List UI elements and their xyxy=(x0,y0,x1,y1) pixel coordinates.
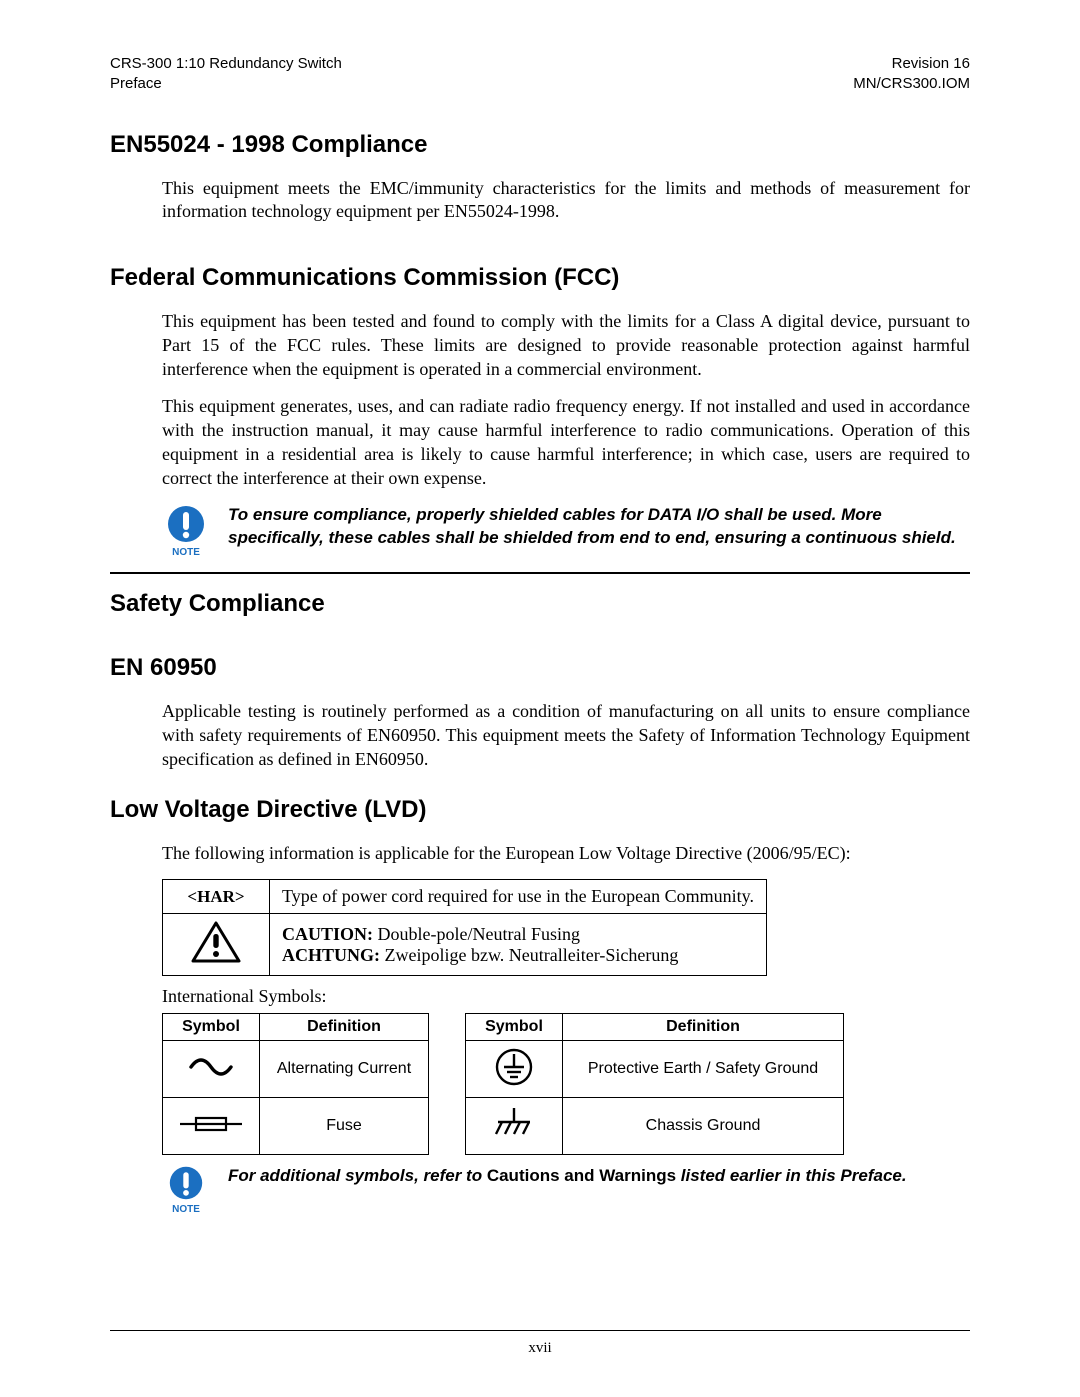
page-number: xvii xyxy=(528,1340,551,1356)
heading-safety: Safety Compliance xyxy=(110,590,970,618)
th-definition: Definition xyxy=(563,1014,844,1041)
warning-icon xyxy=(163,914,270,976)
para-fcc-2: This equipment generates, uses, and can … xyxy=(162,395,970,490)
header-left: CRS-300 1:10 Redundancy Switch Preface xyxy=(110,54,342,95)
header-right: Revision 16 MN/CRS300.IOM xyxy=(853,54,970,95)
th-symbol: Symbol xyxy=(466,1014,563,1041)
th-definition: Definition xyxy=(260,1014,429,1041)
section-divider xyxy=(110,572,970,574)
fuse-definition: Fuse xyxy=(260,1098,429,1155)
page-footer: xvii xyxy=(110,1330,970,1357)
har-description: Type of power cord required for use in t… xyxy=(270,880,767,914)
page: CRS-300 1:10 Redundancy Switch Preface R… xyxy=(0,0,1080,1397)
ac-definition: Alternating Current xyxy=(260,1041,429,1098)
note-text: To ensure compliance, properly shielded … xyxy=(228,504,970,550)
earth-definition: Protective Earth / Safety Ground xyxy=(563,1041,844,1098)
intl-symbols-label: International Symbols: xyxy=(162,986,970,1007)
note-block-2: NOTE For additional symbols, refer to Ca… xyxy=(162,1165,970,1215)
note-block: NOTE To ensure compliance, properly shie… xyxy=(162,504,970,558)
symbol-table-left: Symbol Definition Alternating Current xyxy=(162,1013,429,1155)
earth-icon xyxy=(466,1041,563,1098)
heading-lvd: Low Voltage Directive (LVD) xyxy=(110,796,970,824)
heading-en60950: EN 60950 xyxy=(110,654,970,682)
har-symbol: <HAR> xyxy=(187,887,244,906)
note-label: NOTE xyxy=(162,547,210,558)
ac-icon xyxy=(163,1041,260,1098)
page-header: CRS-300 1:10 Redundancy Switch Preface R… xyxy=(110,54,970,95)
note-icon: NOTE xyxy=(162,504,210,558)
chassis-ground-icon xyxy=(466,1098,563,1155)
chassis-ground-definition: Chassis Ground xyxy=(563,1098,844,1155)
note-label: NOTE xyxy=(162,1204,210,1215)
lvd-table: <HAR> Type of power cord required for us… xyxy=(162,879,767,976)
symbol-tables: Symbol Definition Alternating Current xyxy=(162,1013,970,1155)
caution-cell: CAUTION: Double-pole/Neutral Fusing ACHT… xyxy=(270,914,767,976)
heading-en55024: EN55024 - 1998 Compliance xyxy=(110,131,970,159)
para-lvd: The following information is applicable … xyxy=(162,842,970,866)
symbol-table-right: Symbol Definition Protective Earth / Sa xyxy=(465,1013,844,1155)
para-en55024: This equipment meets the EMC/immunity ch… xyxy=(162,177,970,225)
para-en60950: Applicable testing is routinely performe… xyxy=(162,700,970,771)
heading-fcc: Federal Communications Commission (FCC) xyxy=(110,264,970,292)
note-text-2: For additional symbols, refer to Caution… xyxy=(228,1165,907,1188)
para-fcc-1: This equipment has been tested and found… xyxy=(162,310,970,381)
fuse-icon xyxy=(163,1098,260,1155)
th-symbol: Symbol xyxy=(163,1014,260,1041)
note-icon: NOTE xyxy=(162,1165,210,1215)
